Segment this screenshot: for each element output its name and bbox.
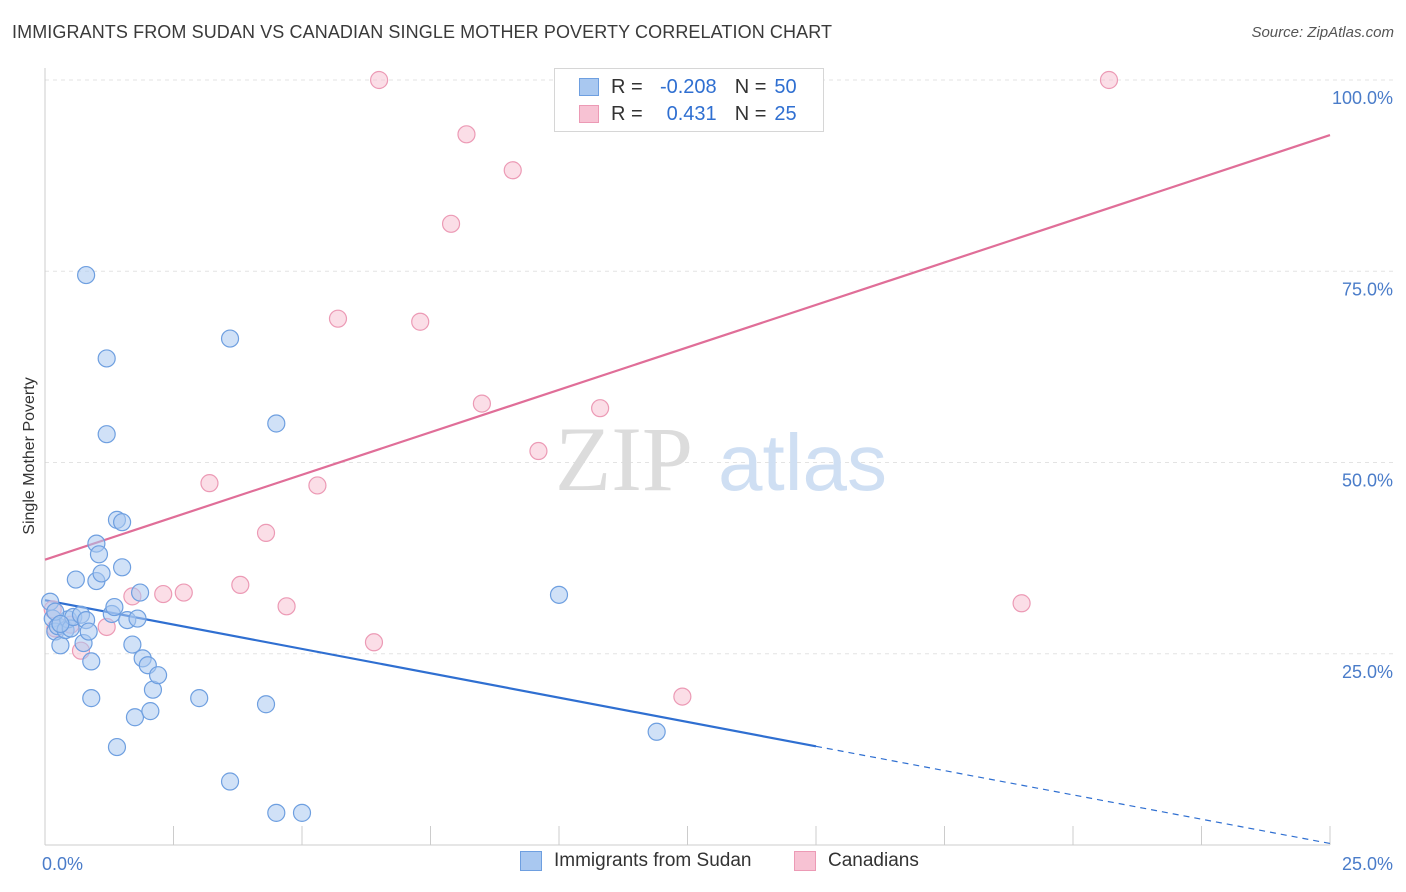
legend-r-value-canadians: 0.431 bbox=[666, 102, 717, 125]
bottom-legend-swatch-canadians bbox=[794, 851, 816, 871]
point-sudan bbox=[107, 737, 127, 757]
point-sudan bbox=[97, 349, 116, 368]
point-canadians bbox=[256, 523, 276, 542]
bottom-legend: Immigrants from Sudan Canadians bbox=[0, 850, 1406, 878]
bottom-legend-label-sudan: Immigrants from Sudan bbox=[554, 850, 752, 871]
trend-line-canadians bbox=[44, 134, 1331, 561]
point-canadians bbox=[1012, 594, 1031, 613]
point-canadians bbox=[529, 441, 548, 461]
point-sudan bbox=[130, 583, 150, 602]
point-sudan bbox=[123, 635, 142, 654]
legend-n-label: N = bbox=[734, 75, 767, 98]
bottom-legend-label-canadians: Canadians bbox=[828, 850, 919, 871]
point-sudan bbox=[92, 564, 111, 583]
point-canadians bbox=[174, 583, 193, 602]
point-canadians bbox=[503, 161, 522, 180]
x-tick-label: 25.0% bbox=[1342, 854, 1393, 874]
legend-r-label: R = bbox=[611, 75, 643, 98]
point-sudan bbox=[89, 545, 109, 564]
point-sudan bbox=[256, 695, 276, 714]
point-sudan bbox=[141, 702, 160, 721]
bottom-legend-sudan: Immigrants from Sudan bbox=[520, 850, 751, 872]
grid-lines bbox=[45, 79, 1395, 655]
point-sudan bbox=[190, 689, 209, 708]
legend-r-value-sudan: -0.208 bbox=[659, 75, 717, 98]
point-canadians bbox=[370, 70, 389, 90]
bottom-legend-swatch-sudan bbox=[520, 851, 542, 871]
point-sudan bbox=[51, 614, 70, 634]
point-canadians bbox=[200, 474, 219, 493]
data-points bbox=[41, 70, 1119, 822]
point-canadians bbox=[1099, 70, 1119, 90]
watermark-zip: ZIP bbox=[555, 408, 693, 510]
legend-swatch-canadians bbox=[579, 105, 599, 123]
legend-r-label: R = bbox=[611, 102, 643, 125]
point-sudan bbox=[128, 609, 147, 628]
legend-swatch-sudan bbox=[579, 78, 599, 96]
point-sudan bbox=[105, 597, 124, 617]
source-credit: Source: ZipAtlas.com bbox=[1251, 24, 1394, 41]
y-tick-label: 50.0% bbox=[1342, 471, 1393, 491]
y-tick-label: 75.0% bbox=[1342, 279, 1393, 299]
legend-n-value-canadians: 25 bbox=[774, 102, 797, 125]
y-tick-label: 100.0% bbox=[1332, 88, 1393, 108]
point-sudan bbox=[220, 772, 240, 791]
point-sudan bbox=[112, 513, 132, 532]
chart-title: IMMIGRANTS FROM SUDAN VS CANADIAN SINGLE… bbox=[12, 22, 833, 42]
point-sudan bbox=[267, 414, 286, 433]
x-tick-label: 0.0% bbox=[42, 854, 83, 874]
point-canadians bbox=[673, 687, 692, 706]
legend-n-label: N = bbox=[734, 102, 767, 125]
point-sudan bbox=[267, 803, 286, 822]
point-sudan bbox=[112, 558, 132, 577]
legend-row-canadians: R = 0.431 N = 25 bbox=[579, 101, 797, 127]
point-canadians bbox=[472, 394, 491, 413]
point-canadians bbox=[591, 399, 610, 418]
point-canadians bbox=[308, 476, 327, 495]
point-sudan bbox=[66, 570, 85, 589]
legend-n-value-sudan: 50 bbox=[774, 75, 797, 98]
point-sudan bbox=[51, 636, 70, 655]
trend-line-sudan bbox=[44, 599, 817, 748]
point-canadians bbox=[364, 633, 384, 652]
point-canadians bbox=[231, 575, 250, 595]
point-canadians bbox=[328, 309, 348, 328]
watermark: ZIP atlas bbox=[555, 408, 887, 510]
axes bbox=[44, 68, 1331, 846]
stats-legend: R = -0.208 N = 50 R = 0.431 N = 25 bbox=[554, 68, 824, 132]
point-sudan bbox=[148, 666, 168, 685]
point-sudan bbox=[82, 689, 101, 708]
point-canadians bbox=[441, 214, 461, 233]
point-canadians bbox=[277, 597, 296, 616]
point-canadians bbox=[154, 584, 173, 604]
point-sudan bbox=[77, 265, 96, 285]
point-sudan bbox=[125, 708, 145, 727]
watermark-atlas: atlas bbox=[718, 418, 887, 507]
point-canadians bbox=[411, 312, 430, 331]
bottom-legend-canadians: Canadians bbox=[794, 850, 919, 872]
point-sudan bbox=[82, 652, 101, 671]
point-sudan bbox=[97, 425, 116, 444]
point-sudan bbox=[647, 722, 666, 741]
trend-lines bbox=[44, 134, 1331, 845]
point-sudan bbox=[79, 622, 98, 641]
axis-labels: 25.0% 50.0% 75.0% 100.0% 0.0% 25.0% Single Mot… bbox=[21, 88, 1393, 874]
point-sudan bbox=[220, 329, 240, 348]
y-axis-label: Single Mother Poverty bbox=[21, 377, 38, 534]
point-sudan bbox=[292, 803, 312, 822]
y-tick-label: 25.0% bbox=[1342, 662, 1393, 682]
point-canadians bbox=[457, 125, 476, 144]
legend-row-sudan: R = -0.208 N = 50 bbox=[579, 74, 797, 100]
point-sudan bbox=[549, 585, 569, 604]
